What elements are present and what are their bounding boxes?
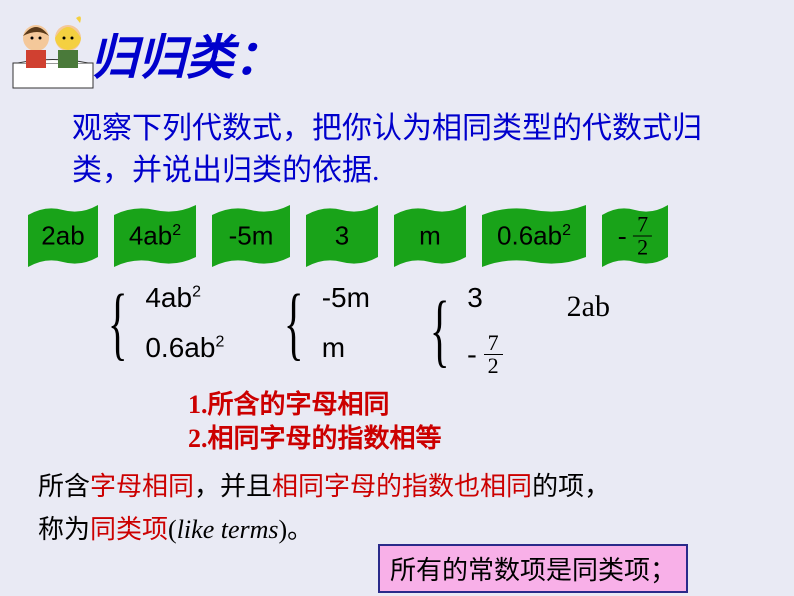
def-p6: )。 [279, 515, 314, 544]
page-title: 归归类： [90, 18, 282, 88]
flag-item: 2ab [28, 205, 98, 267]
group: {4ab2 0.6ab2 [98, 282, 224, 364]
flag-label: 2ab [41, 221, 84, 252]
flag-label: 0.6ab2 [497, 221, 571, 252]
group-item: - 72 [467, 332, 502, 377]
rule-1-text: 所含的字母相同 [208, 390, 390, 419]
group-item: 0.6ab2 [145, 332, 224, 364]
def-red2: 相同字母的指数也相同 [272, 472, 532, 501]
rule-1-num: 1. [188, 390, 208, 419]
group-items: 3 - 72 [467, 282, 502, 377]
def-p1: 所含 [38, 472, 90, 501]
group: { -5m m [274, 282, 370, 364]
brace-icon: { [430, 293, 450, 367]
flags-row: 2ab 4ab2 -5m 3 m 0.6ab2 - 72 [28, 205, 668, 267]
group-items: -5m m [322, 282, 370, 364]
definition-text: 所含字母相同，并且相同字母的指数也相同的项， 称为同类项(like terms)… [38, 466, 610, 552]
def-red3: 同类项 [90, 515, 168, 544]
children-reading-clipart [8, 8, 98, 93]
flag-item: 3 [306, 205, 378, 267]
flag-label: m [419, 221, 441, 252]
flag-item: -5m [212, 205, 290, 267]
group-item: -5m [322, 282, 370, 314]
flag-label: - 72 [618, 214, 652, 259]
brace-icon: { [284, 286, 304, 360]
flag-label: 3 [335, 221, 349, 252]
flag-item: m [394, 205, 466, 267]
flag-item: 0.6ab2 [482, 205, 586, 267]
flag-item: 4ab2 [114, 205, 196, 267]
def-italic: like terms [177, 515, 279, 544]
group-items: 4ab2 0.6ab2 [145, 282, 224, 364]
rule-2-num: 2. [188, 424, 208, 453]
def-p2: ，并且 [194, 472, 272, 501]
group-item: 3 [467, 282, 502, 314]
def-p4: 称为 [38, 515, 90, 544]
groups-container: {4ab2 0.6ab2 { -5m m {3 - 72 2ab [98, 282, 610, 377]
def-red1: 字母相同 [90, 472, 194, 501]
group-item: m [322, 332, 370, 364]
constants-note-box: 所有的常数项是同类项； [378, 544, 688, 593]
brace-icon: { [108, 286, 128, 360]
rules-list: 1.所含的字母相同 2.相同字母的指数相等 [188, 388, 442, 456]
group: {3 - 72 [420, 282, 503, 377]
flag-label: 4ab2 [129, 221, 181, 252]
def-p3: 的项， [532, 472, 610, 501]
rule-2-text: 相同字母的指数相等 [208, 424, 442, 453]
flag-item: - 72 [602, 205, 668, 267]
def-p5: ( [168, 515, 177, 544]
flag-label: -5m [229, 221, 274, 252]
lonely-term: 2ab [567, 290, 610, 324]
instruction-text: 观察下列代数式，把你认为相同类型的代数式归类，并说出归类的依据. [72, 108, 752, 192]
group-item: 4ab2 [145, 282, 224, 314]
